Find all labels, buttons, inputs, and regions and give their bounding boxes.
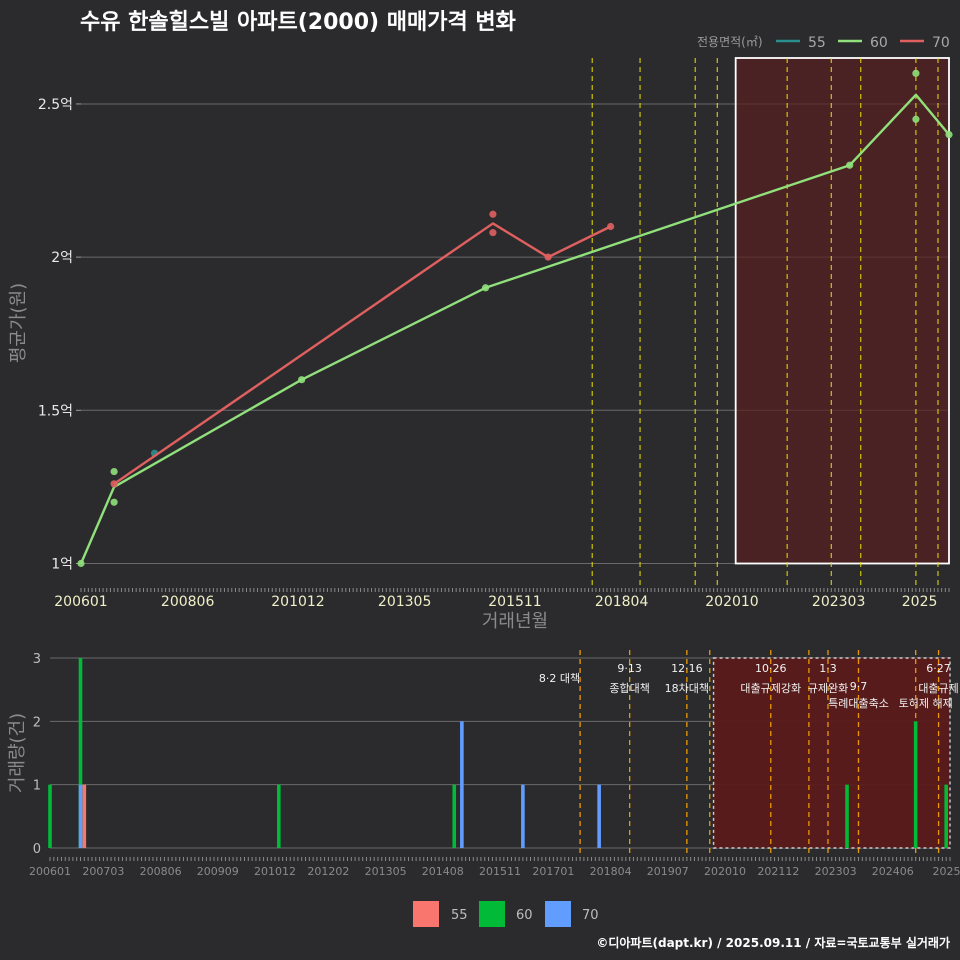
data-point-60-5 — [846, 161, 854, 169]
vol-highlight-box — [712, 657, 951, 849]
legend-label-55: 55 — [808, 35, 826, 51]
bottom-legend: 55 60 70 — [413, 901, 599, 927]
bar-60-5 — [913, 721, 918, 848]
bar-60-4 — [845, 784, 849, 848]
y-axis-title: 평균가(원) — [8, 283, 29, 363]
data-point-60-0 — [77, 559, 85, 568]
x-tick-label-6: 202010 — [705, 594, 758, 610]
legend-label-60: 60 — [870, 35, 888, 51]
x-tick-label-7: 202303 — [812, 594, 865, 610]
bottom-legend-swatch-55 — [413, 901, 439, 927]
top-legend: 전용면적(㎡) 55 60 70 — [697, 35, 950, 51]
data-point-60-8 — [945, 130, 953, 139]
volume-chart: 0 1 2 3 8·2 대책 9·13 종합대책 12·16 18차대책 10·26 대출규제강화 1… — [7, 650, 960, 878]
vol-x-tick-label-10: 201804 — [590, 865, 632, 878]
bar-60-1 — [78, 658, 83, 848]
x-tick-label-8: 2025 — [902, 594, 938, 610]
x-tick-label-1: 200806 — [161, 594, 215, 610]
legend-label-70: 70 — [932, 35, 950, 51]
series-line-70 — [113, 222, 612, 485]
y-tick-label-3: 2.5억 — [38, 97, 73, 113]
data-point-60-3 — [298, 376, 306, 384]
price-chart: 1억 1.5억 2억 2.5억 200601 200806 201012 201305 2015… — [8, 57, 953, 632]
bottom-legend-swatch-70 — [545, 901, 571, 927]
policy-annotation-date-2: 12·16 — [671, 662, 703, 675]
vol-y-axis-title: 거래량(건) — [7, 713, 28, 793]
x-tick-label-4: 201511 — [488, 594, 541, 610]
legend-title: 전용면적(㎡) — [697, 35, 763, 49]
policy-annotation-3: 대출규제강화 — [740, 682, 801, 695]
data-point-60-6 — [912, 69, 920, 77]
y-tick-label-0: 1억 — [51, 556, 73, 572]
policy-annotation-date-3: 10·26 — [755, 662, 787, 675]
bottom-legend-label-60: 60 — [516, 908, 533, 923]
policy-annotation-5: 특례대출축소 — [828, 697, 889, 710]
bar-70-1 — [460, 721, 464, 848]
x-tick-label-2: 201012 — [271, 594, 324, 610]
data-point-60-2 — [110, 498, 118, 506]
policy-annotation-6: 대출규제 — [918, 682, 958, 695]
data-point-60-4 — [481, 284, 490, 292]
bottom-legend-label-70: 70 — [582, 908, 599, 923]
policy-annotation-7: 토허제 해제 — [899, 696, 953, 710]
vol-x-tick-label-6: 201305 — [365, 865, 407, 878]
bar-60-2 — [277, 784, 281, 848]
policy-annotation-4: 규제완화 — [808, 682, 848, 695]
vol-y-tick-label-2: 2 — [33, 715, 41, 730]
data-point-60-1 — [110, 467, 118, 476]
x-tick-label-3: 201305 — [378, 594, 431, 610]
vol-x-tick-label-1: 200703 — [82, 865, 124, 878]
x-tick-label-5: 201804 — [595, 594, 649, 610]
vol-x-tick-label-0: 200601 — [29, 865, 71, 878]
policy-annotation-date-6: 6·27 — [926, 662, 951, 675]
y-tick-label-1: 1.5억 — [38, 403, 73, 419]
vol-x-tick-label-7: 201408 — [422, 865, 464, 878]
bar-60-6 — [944, 784, 948, 848]
vol-x-tick-label-11: 201907 — [647, 865, 689, 878]
vol-x-tick-label-4: 201012 — [254, 865, 296, 878]
bar-55-0 — [82, 784, 87, 848]
vol-x-tick-label-5: 201202 — [307, 865, 349, 878]
vol-x-tick-label-16: 20250 — [933, 865, 960, 878]
data-point-60-7 — [912, 115, 920, 123]
vol-x-tick-label-3: 200909 — [197, 865, 239, 878]
y-tick-label-2: 2억 — [51, 250, 73, 266]
chart-title: 수유 한솔힐스빌 아파트(2000) 매매가격 변화 — [80, 10, 516, 35]
vol-y-tick-label-0: 0 — [33, 842, 41, 857]
vol-x-tick-label-8: 201511 — [479, 865, 521, 878]
vol-y-tick-label-1: 1 — [33, 779, 41, 794]
policy-annotation-1: 종합대책 — [609, 682, 649, 695]
policy-annotation-0: 8·2 대책 — [539, 672, 580, 685]
policy-annotation-date-4: 1·3 — [819, 662, 837, 675]
bottom-legend-swatch-60 — [479, 901, 505, 927]
bar-70-2 — [521, 784, 525, 848]
highlight-box — [734, 57, 950, 565]
data-point-70-2 — [489, 229, 497, 237]
vol-x-tick-label-13: 202112 — [757, 865, 799, 878]
bar-60-3 — [452, 784, 457, 848]
vol-x-tick-label-12: 202010 — [704, 865, 746, 878]
bar-70-3 — [597, 784, 601, 848]
policy-annotation-date-1: 9·13 — [617, 662, 642, 675]
vol-x-tick-label-14: 202303 — [815, 865, 857, 878]
data-point-70-4 — [607, 222, 615, 231]
x-axis-title: 거래년월 — [482, 611, 548, 632]
data-point-70-0 — [110, 480, 118, 488]
data-point-70-1 — [489, 210, 497, 218]
vol-y-tick-label-3: 3 — [33, 652, 41, 667]
vol-x-tick-label-2: 200806 — [140, 865, 182, 878]
data-point-70-3 — [544, 253, 552, 261]
x-tick-label-0: 200601 — [54, 594, 107, 610]
bar-60-0 — [48, 784, 52, 848]
source-credit: ©디아파트(dapt.kr) / 2025.09.11 / 자료=국토교통부 실… — [596, 935, 950, 950]
policy-annotation-2: 18차대책 — [665, 682, 709, 695]
bar-70-0 — [78, 784, 83, 848]
policy-annotation-date-5: 9·7 — [850, 680, 868, 693]
vol-x-tick-label-9: 201701 — [532, 865, 574, 878]
vol-x-tick-label-15: 202406 — [872, 865, 914, 878]
bottom-legend-label-55: 55 — [451, 908, 468, 923]
